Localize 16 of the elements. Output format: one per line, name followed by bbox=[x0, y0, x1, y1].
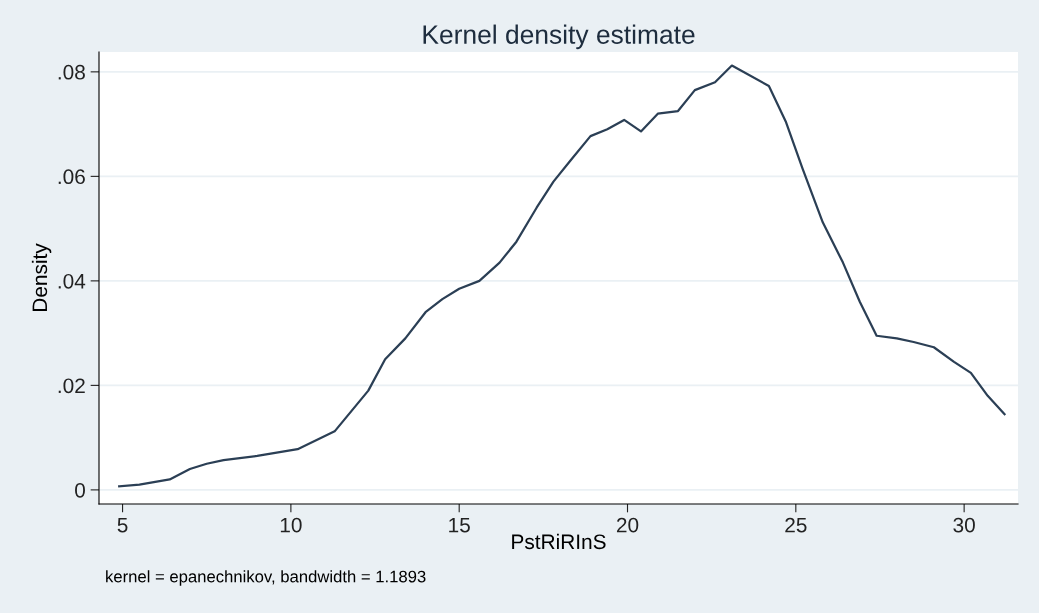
x-tick-label: 30 bbox=[953, 517, 975, 533]
x-tick-label: 5 bbox=[117, 517, 128, 533]
line-series bbox=[118, 64, 1006, 488]
y-axis-title: Density bbox=[31, 243, 52, 312]
x-tick-label: 15 bbox=[449, 517, 470, 533]
y-tick-label: .04 bbox=[58, 273, 86, 289]
x-tick-label: 20 bbox=[616, 517, 639, 533]
x-tick-label: 10 bbox=[280, 517, 302, 533]
y-tick-label: .08 bbox=[58, 64, 85, 80]
x-tick-label: 25 bbox=[785, 517, 807, 533]
text: kernel = epanechnikov, bandwidth = 1.1893 bbox=[106, 570, 426, 586]
chart-title: Kernel density estimate bbox=[423, 24, 695, 50]
y-tick-label: 0 bbox=[75, 482, 85, 498]
y-tick-label: .02 bbox=[58, 378, 85, 394]
y-tick-label: .06 bbox=[58, 169, 85, 185]
x-axis-title: PstRiRInS bbox=[512, 533, 606, 550]
